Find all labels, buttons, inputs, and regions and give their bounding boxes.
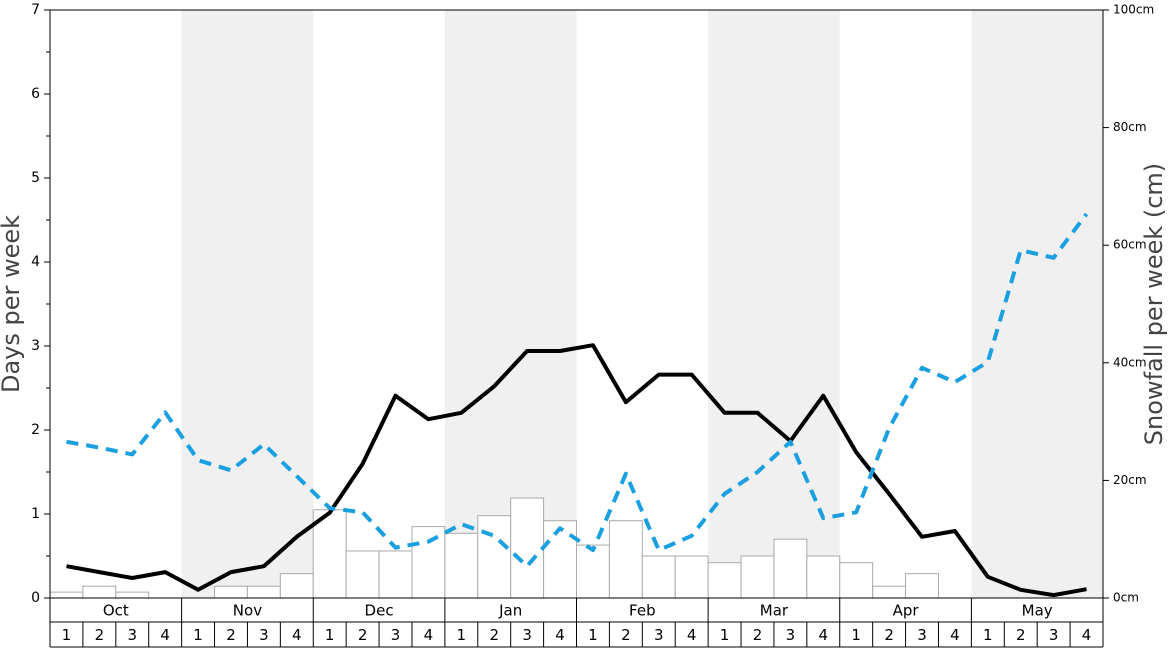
y-tick-label: 6 (31, 86, 40, 102)
x-tick-label: 3 (391, 626, 401, 644)
x-tick-label: 2 (753, 626, 763, 644)
x-tick-label: 4 (292, 626, 302, 644)
month-label: Apr (893, 602, 920, 620)
x-tick-label: 1 (983, 626, 993, 644)
month-label: Jan (498, 602, 522, 620)
bar (49, 591, 84, 599)
x-tick-label: 4 (1082, 626, 1092, 644)
x-tick-label: 1 (325, 626, 335, 644)
line-series (66, 212, 1089, 569)
x-tick-label: 4 (160, 626, 170, 644)
bar (773, 538, 808, 599)
x-tick-label: 1 (62, 626, 72, 644)
bar (115, 591, 150, 599)
x-tick-label: 2 (1016, 626, 1026, 644)
month-label: May (1022, 602, 1053, 620)
y2-tick-label: 80cm (1113, 120, 1147, 134)
y2-axis-label: Snowfall per week (cm) (1140, 163, 1168, 445)
bar (345, 550, 380, 599)
y-tick-label: 2 (31, 422, 40, 438)
x-tick-label: 4 (950, 626, 960, 644)
x-tick-label: 3 (917, 626, 927, 644)
y-tick-label: 4 (31, 254, 40, 270)
x-tick-label: 1 (851, 626, 861, 644)
x-tick-label: 2 (358, 626, 368, 644)
x-tick-label: 2 (95, 626, 105, 644)
x-tick-label: 2 (489, 626, 499, 644)
bar (707, 562, 742, 599)
y2-tick-label: 60cm (1113, 238, 1147, 252)
bar (839, 562, 874, 599)
x-tick-label: 1 (457, 626, 467, 644)
bar (608, 520, 643, 599)
y2-tick-label: 40cm (1113, 355, 1147, 369)
bar (806, 555, 841, 599)
x-tick-label: 3 (127, 626, 137, 644)
y-tick-label: 0 (31, 590, 40, 606)
x-tick-label: 3 (786, 626, 796, 644)
bar (312, 509, 347, 599)
background (181, 10, 1103, 598)
y2-tick-label: 20cm (1113, 473, 1147, 487)
bar (444, 532, 479, 599)
y-tick-label: 3 (31, 338, 40, 354)
month-label: Mar (760, 602, 789, 620)
bar (214, 585, 248, 599)
month-label: Nov (233, 602, 262, 620)
y2-tick-label: 100cm (1113, 3, 1154, 17)
x-tick-label: 4 (687, 626, 697, 644)
month-label: Oct (103, 602, 129, 620)
x-tick-label: 4 (555, 626, 565, 644)
month-band (708, 10, 840, 598)
line-series (66, 343, 1087, 598)
bar (246, 585, 281, 599)
y-tick-label: 1 (31, 506, 40, 522)
bar (576, 544, 610, 599)
bar (82, 585, 117, 599)
bar (740, 555, 775, 599)
x-tick-label: 4 (819, 626, 829, 644)
x-tick-label: 2 (884, 626, 894, 644)
bar (378, 550, 413, 599)
bar (477, 515, 512, 599)
x-tick-label: 1 (193, 626, 203, 644)
bar (905, 573, 939, 599)
x-tick-label: 3 (1049, 626, 1059, 644)
y-tick-label: 5 (31, 170, 40, 186)
y-tick-label: 7 (31, 2, 40, 18)
y2-tick-label: 0cm (1113, 591, 1139, 605)
bar (674, 555, 709, 599)
x-tick-label: 1 (720, 626, 730, 644)
x-tick-label: 3 (259, 626, 269, 644)
month-band (971, 10, 1103, 598)
bar (543, 520, 577, 599)
bar (872, 585, 907, 599)
x-tick-label: 3 (654, 626, 664, 644)
x-tick-label: 2 (226, 626, 236, 644)
x-tick-label: 1 (588, 626, 598, 644)
x-tick-label: 3 (522, 626, 532, 644)
bar (510, 497, 545, 599)
month-label: Feb (629, 602, 656, 620)
x-tick-label: 4 (424, 626, 434, 644)
bar (279, 573, 314, 599)
y-axis-label: Days per week (0, 215, 25, 393)
month-band (181, 10, 314, 598)
bar (411, 526, 446, 599)
month-label: Dec (365, 602, 394, 620)
bar (641, 555, 676, 599)
x-tick-label: 2 (621, 626, 631, 644)
